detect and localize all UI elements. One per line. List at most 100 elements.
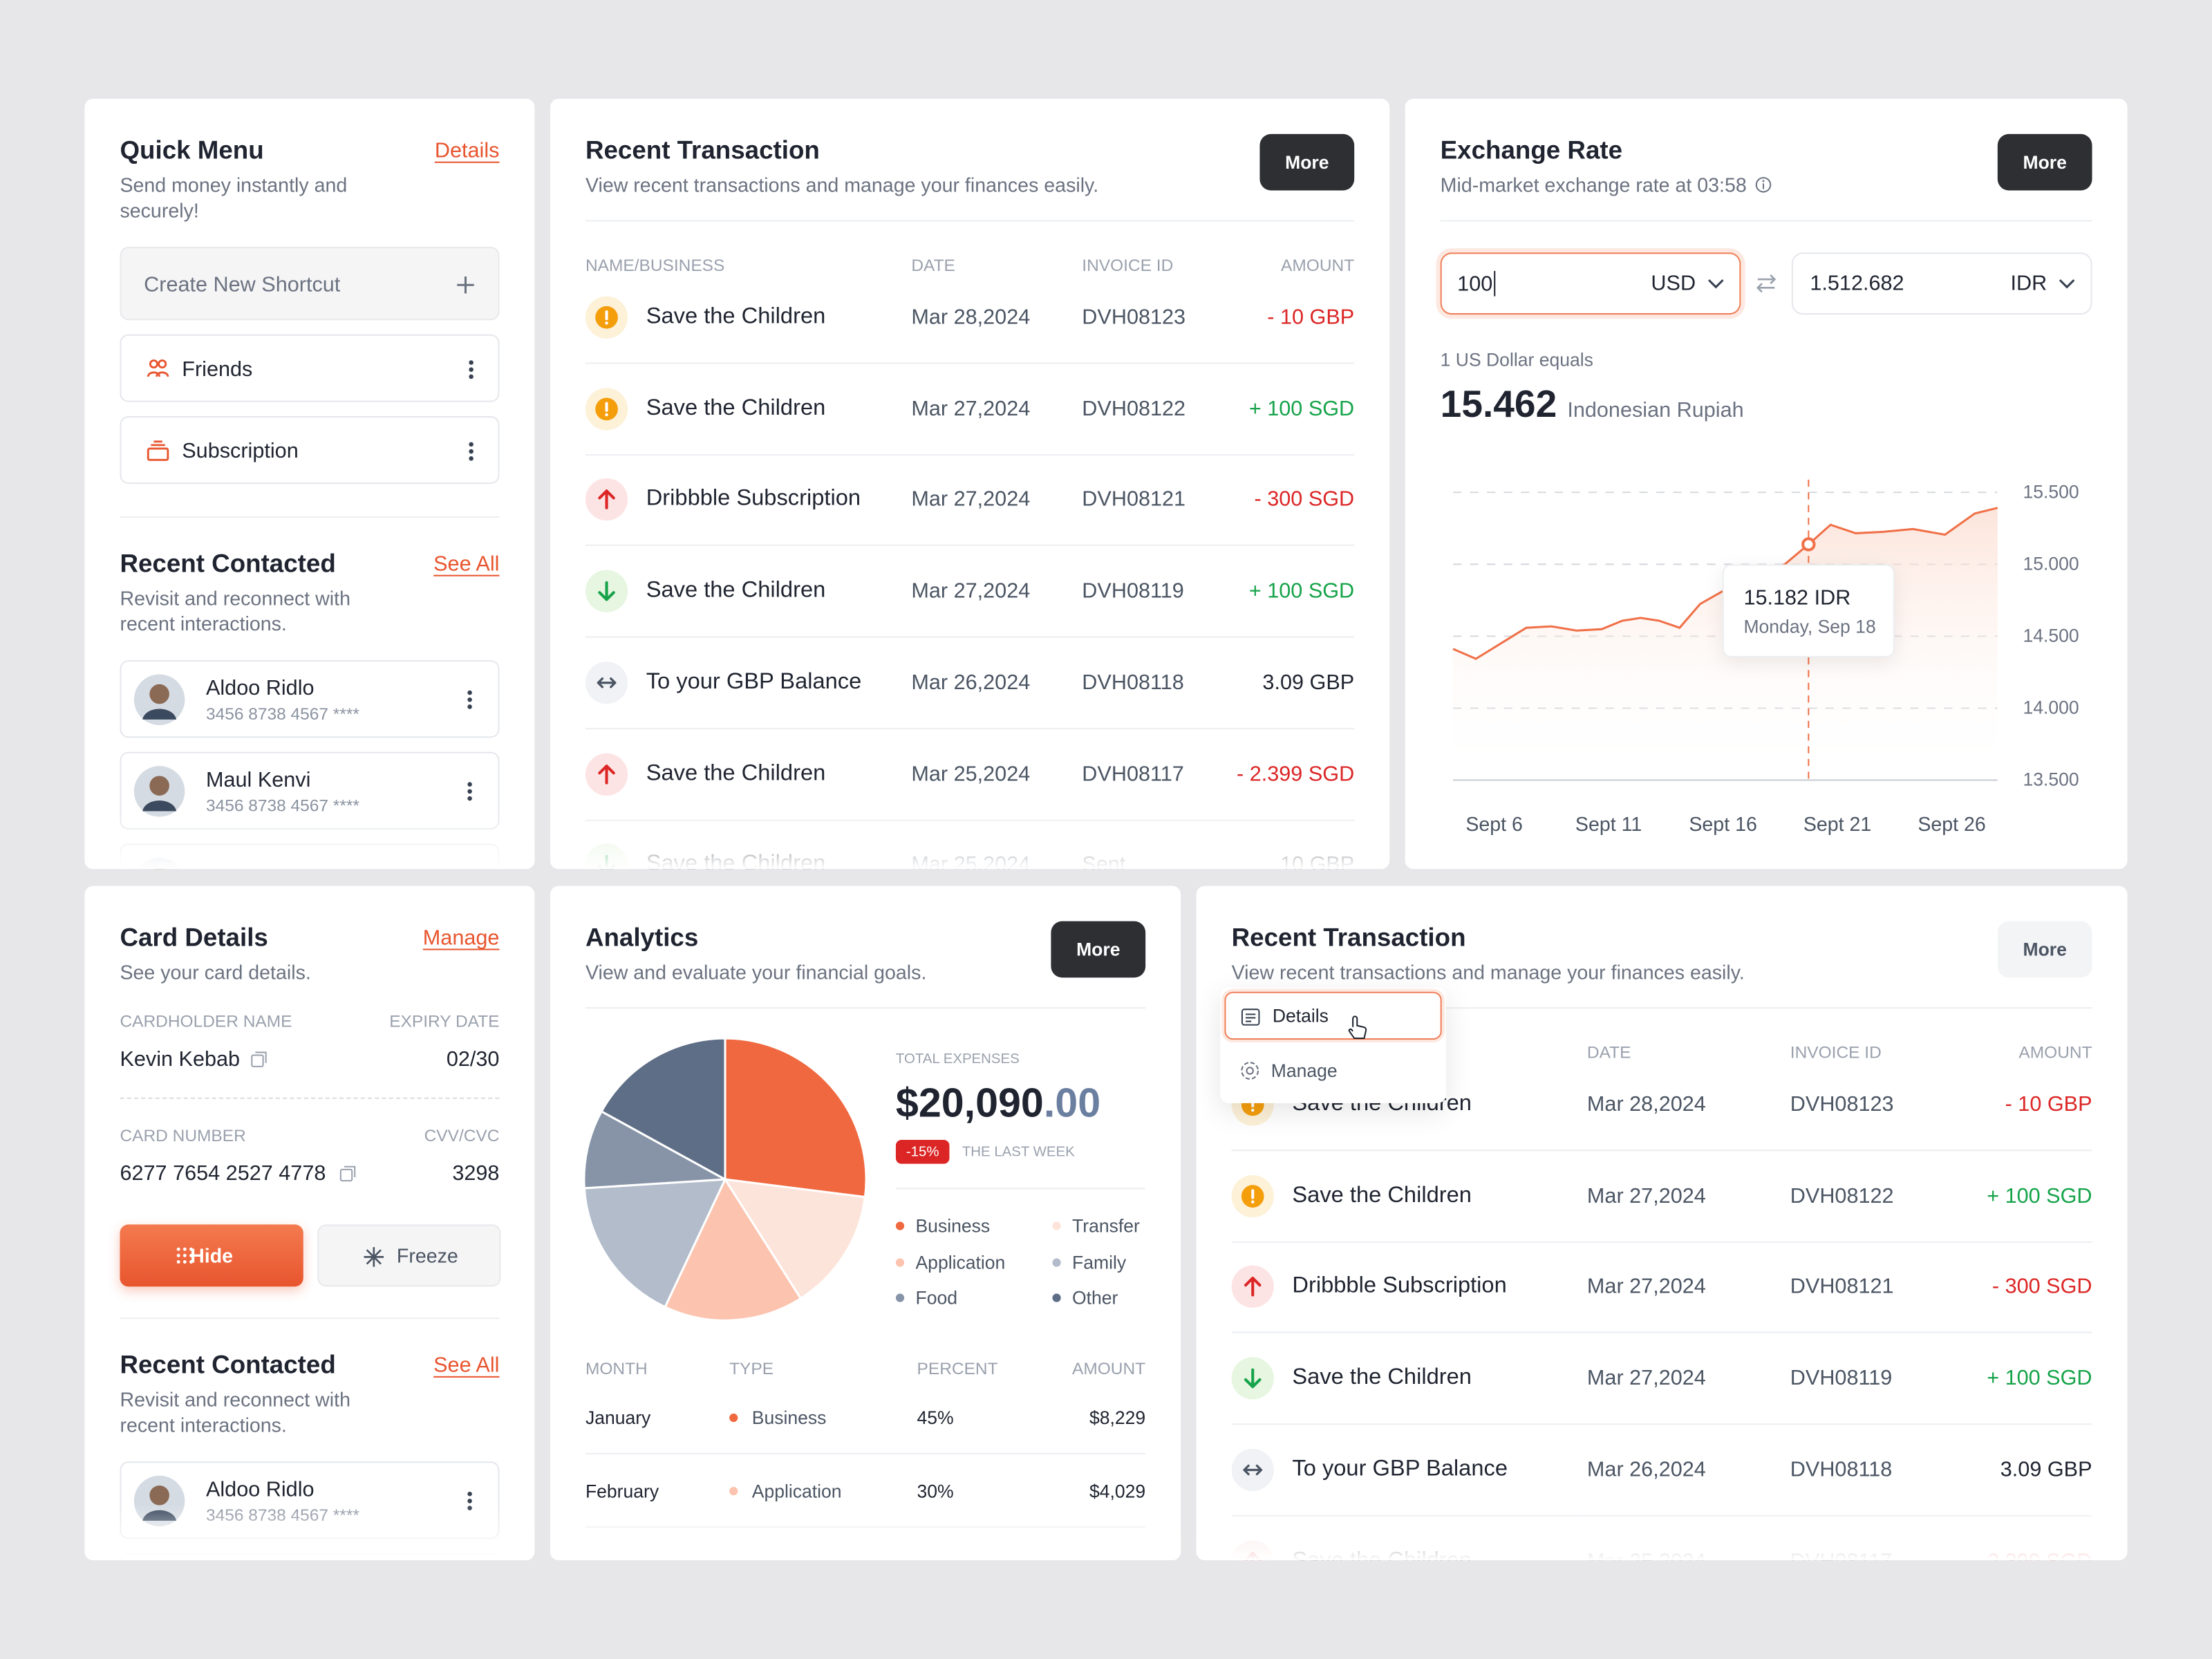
- transaction-date: Mar 26,2024: [911, 670, 1031, 695]
- amount-value: 100: [1457, 270, 1496, 297]
- divider: [585, 545, 1355, 547]
- transaction-name: Save the Children: [646, 304, 826, 329]
- link[interactable]: See All: [433, 1353, 500, 1378]
- create-shortcut[interactable]: Create New Shortcut: [120, 247, 500, 321]
- y-tick-label: 14.000: [2023, 697, 2079, 718]
- icon-part: [1244, 1277, 1262, 1297]
- more-button[interactable]: More: [1997, 133, 2092, 191]
- column-header: AMOUNT: [1281, 255, 1355, 275]
- contact-name: Aldoo Ridlo: [205, 676, 315, 701]
- transaction-name: To your GBP Balance: [1292, 1456, 1508, 1481]
- plus-icon: [457, 276, 474, 294]
- menu-option[interactable]: Manage: [1224, 1047, 1441, 1094]
- card-title: Recent Transaction: [585, 135, 820, 165]
- pie-slice: [583, 1109, 729, 1190]
- icon-part: [1250, 1199, 1255, 1203]
- icon-part: [182, 1247, 187, 1251]
- link[interactable]: Manage: [422, 926, 500, 950]
- transaction-date: Mar 27,2024: [1586, 1183, 1706, 1208]
- hide-button[interactable]: Hide: [120, 1224, 303, 1287]
- icon-part: [1246, 1013, 1256, 1022]
- card-title: Exchange Rate: [1440, 135, 1623, 165]
- card-subtitle: Send money instantly and securely!: [120, 174, 348, 222]
- menu-item[interactable]: Friends: [120, 334, 500, 402]
- currency-select[interactable]: USD: [1651, 272, 1723, 296]
- amount-value-text: 100: [1457, 271, 1493, 296]
- transaction-date: Mar 27,2024: [1586, 1275, 1706, 1300]
- transaction-invoice: DVH08119: [1790, 1366, 1893, 1391]
- currency-select[interactable]: IDR: [2010, 272, 2075, 296]
- column-header: DATE: [911, 255, 955, 275]
- icon-part: [158, 359, 167, 369]
- icon-part: [151, 440, 165, 447]
- icon-part: [1244, 1368, 1262, 1389]
- link[interactable]: Details: [434, 139, 500, 163]
- icon-part: [1762, 180, 1765, 182]
- divider: [585, 727, 1355, 729]
- divider: [120, 516, 500, 518]
- card-subtitle: See your card details.: [120, 960, 311, 984]
- more-button[interactable]: More: [1997, 921, 2092, 978]
- transaction-invoice: DVH08117: [1082, 762, 1184, 786]
- pie-chart: [583, 1037, 868, 1322]
- icon-part: [344, 1165, 356, 1178]
- line-chart: 13.500 14.000 14.500 15.000 15.500 Sept 6 Sept…: [1452, 479, 2079, 836]
- transaction-amount: + 100 SGD: [1248, 579, 1355, 603]
- card-details-card: Card Details Manage See your card details.…: [84, 885, 535, 1561]
- menu-option[interactable]: Details: [1224, 991, 1442, 1040]
- tooltip-value: 15.182 IDR: [1743, 585, 1851, 610]
- transaction-icon: [1231, 1448, 1274, 1491]
- copy-icon[interactable]: [251, 1051, 267, 1067]
- transaction-date: Mar 27,2024: [911, 396, 1031, 421]
- x-tick-label: Sept 6: [1465, 814, 1523, 836]
- transaction-date: Mar 26,2024: [1586, 1457, 1706, 1482]
- converted-input[interactable]: 1.512.682 IDR: [1791, 252, 2092, 315]
- fade: [550, 812, 1390, 870]
- link[interactable]: See All: [433, 552, 500, 577]
- icon-part: [147, 447, 169, 461]
- rate-unit: Indonesian Rupiah: [1567, 398, 1744, 423]
- transaction-amount: - 10 GBP: [2005, 1092, 2092, 1117]
- more-button[interactable]: More: [1259, 133, 1355, 191]
- converted-value: 1.512.682: [1810, 271, 1904, 296]
- icon-part: [176, 1260, 180, 1264]
- transaction-name: To your GBP Balance: [646, 669, 862, 694]
- menu-item[interactable]: Subscription: [120, 416, 500, 484]
- exchange-rate-card: Exchange Rate More Mid-market exchange rat…: [1405, 98, 2128, 870]
- legend-dot: [1052, 1257, 1061, 1266]
- pie-slice: [664, 1177, 803, 1322]
- icon-part: [1246, 1067, 1254, 1075]
- transaction-icon: [1231, 1266, 1274, 1309]
- icon-part: [149, 359, 158, 369]
- total-cents: .00: [1043, 1081, 1101, 1127]
- tooltip-date: Monday, Sep 18: [1743, 615, 1876, 637]
- divider: [1231, 1423, 2092, 1425]
- fade: [1196, 1503, 2128, 1561]
- icon-part: [142, 800, 177, 812]
- currency-select-text: IDR: [2010, 271, 2047, 296]
- hide-label: Hide: [190, 1244, 234, 1267]
- rate-value: 15.462: [1440, 383, 1557, 426]
- more-button[interactable]: More: [1051, 921, 1146, 978]
- contact-name: Maul Kenvi: [205, 768, 311, 792]
- amount-input[interactable]: 100 USD: [1440, 252, 1741, 315]
- card-title: Recent Transaction: [1231, 923, 1466, 952]
- more-dots: [467, 782, 472, 801]
- contact-name: Aldoo Ridlo: [205, 1477, 315, 1502]
- icon-part: [469, 442, 474, 447]
- legend-label: Family: [1072, 1251, 1127, 1273]
- icon-part: [1707, 278, 1723, 288]
- icon-part: [189, 1247, 193, 1251]
- more-button-label: More: [1285, 151, 1329, 173]
- card-number: 6277 7654 2527 4778: [120, 1162, 356, 1185]
- quick-menu-card: Quick Menu Details Send money instantly an…: [84, 98, 535, 870]
- more-button-label: More: [1076, 939, 1121, 960]
- recent-transaction-card: Recent Transaction More View recent transa…: [550, 98, 1390, 870]
- transaction-icon: [585, 752, 628, 795]
- icon-part: [467, 1491, 472, 1497]
- column-header: DATE: [1586, 1042, 1631, 1062]
- copy-icon[interactable]: [339, 1165, 356, 1182]
- column-header: MONTH: [585, 1358, 648, 1378]
- freeze-button[interactable]: Freeze: [317, 1224, 501, 1287]
- icon-part: [1250, 1108, 1255, 1112]
